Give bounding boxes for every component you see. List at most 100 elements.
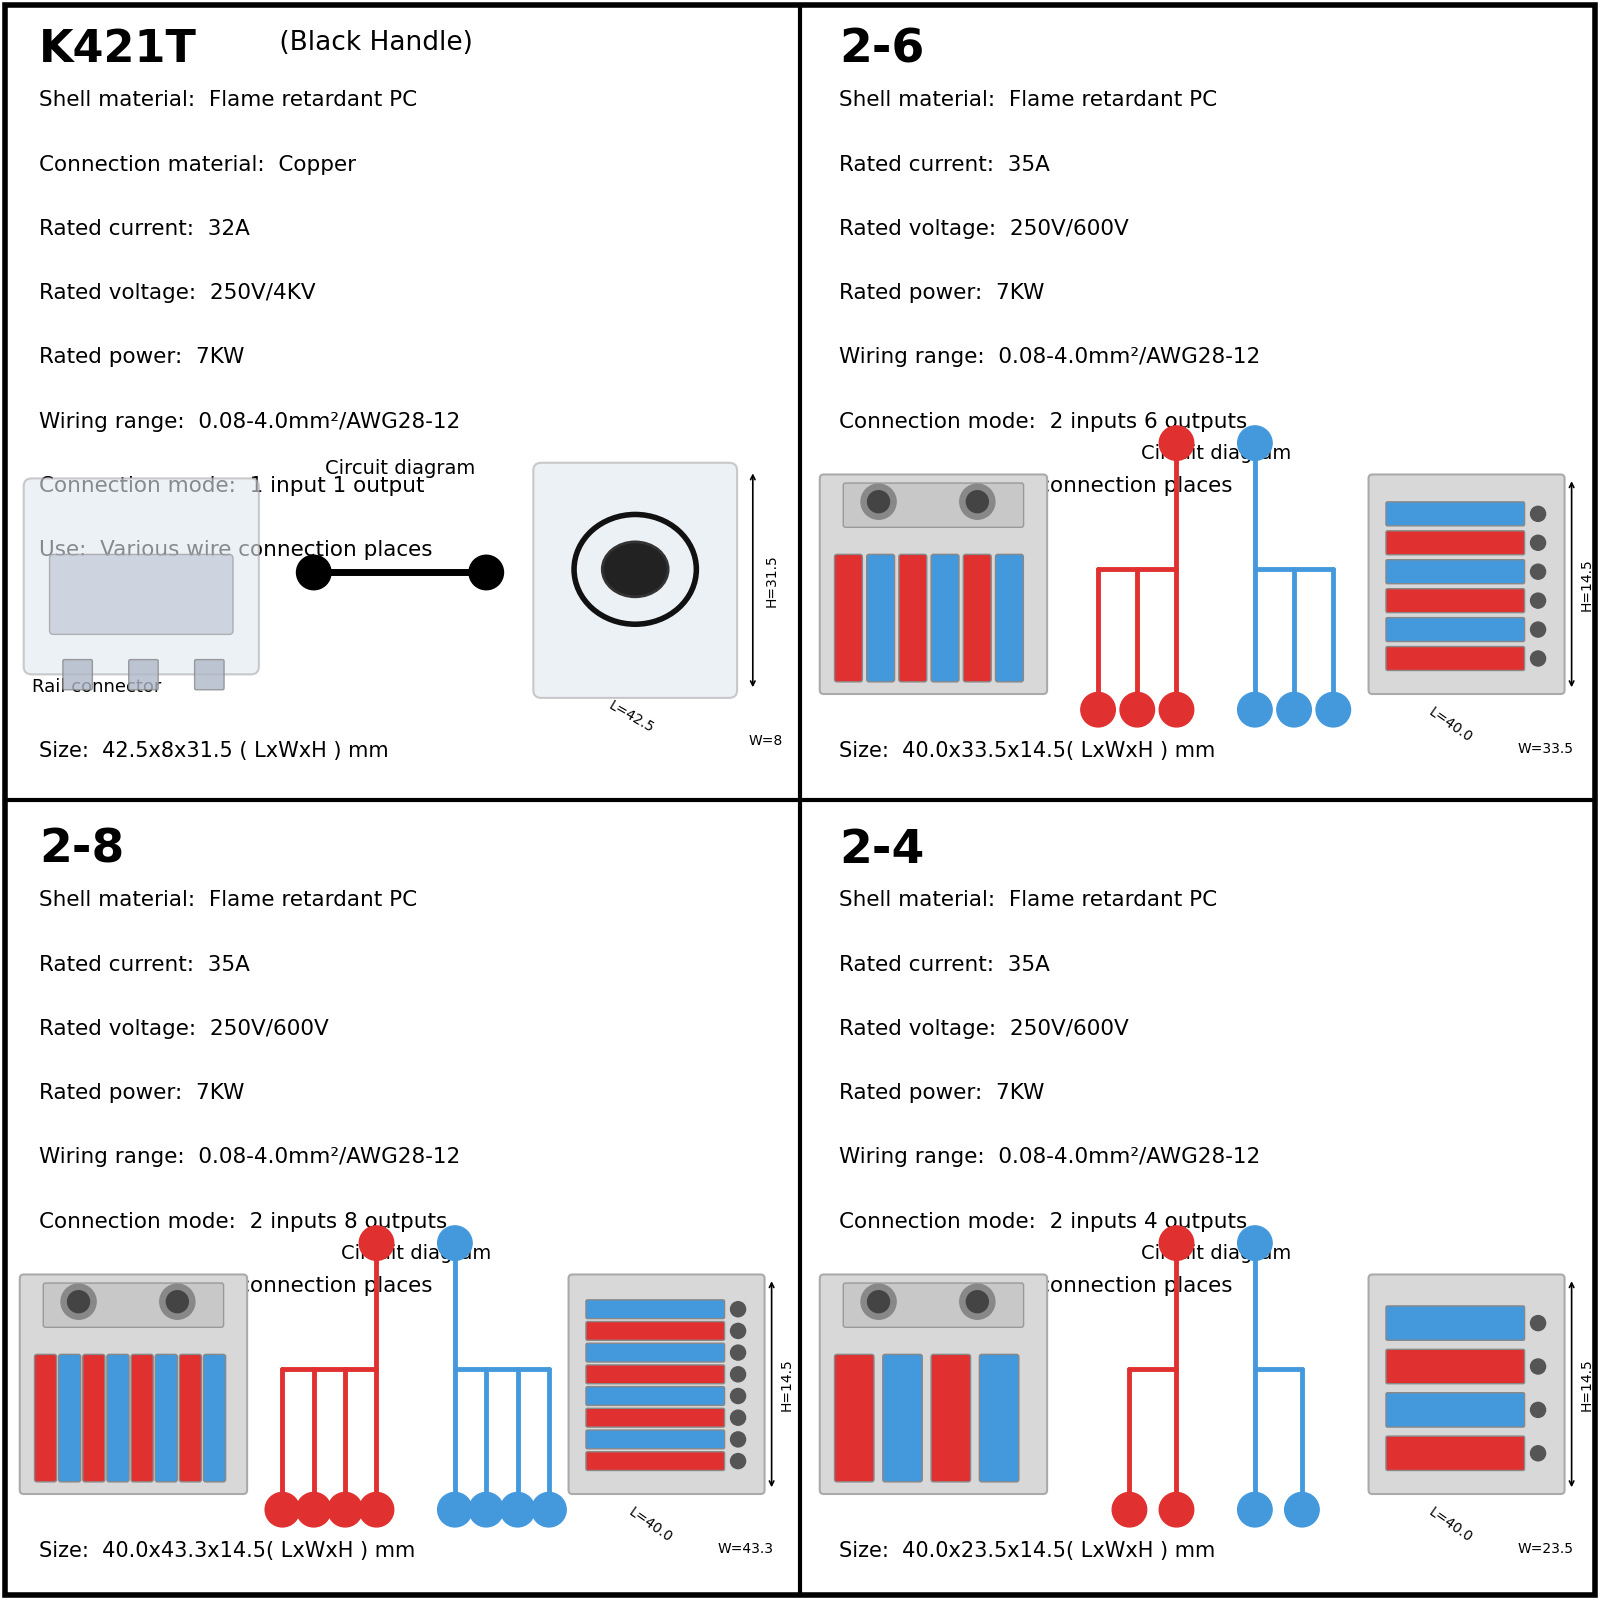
Circle shape (438, 1493, 472, 1526)
Circle shape (731, 1453, 746, 1469)
FancyBboxPatch shape (35, 1354, 56, 1482)
Circle shape (731, 1346, 746, 1360)
Text: H=14.5: H=14.5 (779, 1358, 794, 1411)
Circle shape (966, 491, 989, 512)
FancyBboxPatch shape (867, 554, 894, 682)
Circle shape (296, 555, 331, 590)
Text: Connection material:  Copper: Connection material: Copper (40, 155, 357, 174)
FancyBboxPatch shape (1386, 502, 1525, 526)
Circle shape (1531, 565, 1546, 579)
Text: Connection mode:  1 input 1 output: Connection mode: 1 input 1 output (40, 477, 426, 496)
FancyBboxPatch shape (1386, 589, 1525, 613)
FancyBboxPatch shape (586, 1451, 725, 1470)
FancyBboxPatch shape (931, 554, 958, 682)
Circle shape (1531, 594, 1546, 608)
FancyBboxPatch shape (819, 475, 1046, 694)
Text: W=23.5: W=23.5 (1517, 1542, 1573, 1555)
Circle shape (360, 1226, 394, 1261)
FancyBboxPatch shape (59, 1354, 80, 1482)
FancyBboxPatch shape (979, 1354, 1019, 1482)
Circle shape (1317, 693, 1350, 726)
FancyBboxPatch shape (24, 478, 259, 675)
FancyBboxPatch shape (586, 1365, 725, 1384)
Circle shape (731, 1410, 746, 1426)
Text: L=40.0: L=40.0 (626, 1506, 675, 1546)
Circle shape (731, 1389, 746, 1403)
Text: H=14.5: H=14.5 (1579, 558, 1594, 611)
Text: L=40.0: L=40.0 (1426, 706, 1475, 746)
FancyBboxPatch shape (62, 659, 93, 690)
Circle shape (1531, 651, 1546, 666)
Circle shape (531, 1493, 566, 1526)
Text: Rated voltage:  250V/4KV: Rated voltage: 250V/4KV (40, 283, 315, 302)
Circle shape (731, 1302, 746, 1317)
FancyBboxPatch shape (843, 1283, 1024, 1328)
Text: Circuit diagram: Circuit diagram (325, 459, 475, 478)
Text: Rated power:  7KW: Rated power: 7KW (40, 347, 245, 368)
FancyBboxPatch shape (819, 1275, 1046, 1494)
FancyBboxPatch shape (155, 1354, 178, 1482)
Text: Use:  Various wire connection places: Use: Various wire connection places (40, 541, 434, 560)
FancyBboxPatch shape (195, 659, 224, 690)
Ellipse shape (602, 542, 669, 597)
Circle shape (1531, 1358, 1546, 1374)
FancyBboxPatch shape (131, 1354, 154, 1482)
FancyBboxPatch shape (568, 1275, 765, 1494)
Circle shape (1277, 693, 1312, 726)
Text: Rated power:  7KW: Rated power: 7KW (40, 1083, 245, 1102)
FancyBboxPatch shape (19, 1275, 246, 1494)
FancyBboxPatch shape (843, 483, 1024, 528)
Circle shape (1160, 426, 1194, 461)
Text: Rated voltage:  250V/600V: Rated voltage: 250V/600V (840, 219, 1130, 238)
Text: Rated voltage:  250V/600V: Rated voltage: 250V/600V (840, 1019, 1130, 1038)
FancyBboxPatch shape (995, 554, 1024, 682)
Text: K421T: K421T (40, 27, 197, 70)
FancyBboxPatch shape (533, 462, 738, 698)
FancyBboxPatch shape (899, 554, 926, 682)
Circle shape (966, 1291, 989, 1312)
FancyBboxPatch shape (1386, 1306, 1525, 1341)
Text: Use:  Various wire connection places: Use: Various wire connection places (40, 1277, 434, 1296)
Circle shape (1531, 1315, 1546, 1331)
Circle shape (1112, 1493, 1147, 1526)
Circle shape (1238, 426, 1272, 461)
Circle shape (1238, 1493, 1272, 1526)
Circle shape (67, 1291, 90, 1312)
Text: Rail connector: Rail connector (32, 678, 162, 696)
Text: L=40.0: L=40.0 (1426, 1506, 1475, 1546)
Text: Shell material:  Flame retardant PC: Shell material: Flame retardant PC (40, 890, 418, 910)
FancyBboxPatch shape (1386, 1349, 1525, 1384)
Text: Size:  40.0x23.5x14.5( LxWxH ) mm: Size: 40.0x23.5x14.5( LxWxH ) mm (840, 1541, 1216, 1560)
Circle shape (861, 485, 896, 520)
FancyBboxPatch shape (128, 659, 158, 690)
Circle shape (1531, 622, 1546, 637)
FancyBboxPatch shape (1368, 1275, 1565, 1494)
Text: L=42.5: L=42.5 (606, 699, 656, 736)
Circle shape (960, 485, 995, 520)
FancyBboxPatch shape (883, 1354, 922, 1482)
FancyBboxPatch shape (586, 1408, 725, 1427)
FancyBboxPatch shape (43, 1283, 224, 1328)
Text: Size:  40.0x43.3x14.5( LxWxH ) mm: Size: 40.0x43.3x14.5( LxWxH ) mm (40, 1541, 416, 1560)
Circle shape (1160, 693, 1194, 726)
Text: Circuit diagram: Circuit diagram (1141, 443, 1291, 462)
Circle shape (266, 1493, 299, 1526)
Text: Rated current:  32A: Rated current: 32A (40, 219, 250, 238)
Text: Wiring range:  0.08-4.0mm²/AWG28-12: Wiring range: 0.08-4.0mm²/AWG28-12 (40, 411, 461, 432)
Text: H=14.5: H=14.5 (1579, 1358, 1594, 1411)
Circle shape (328, 1493, 362, 1526)
Circle shape (469, 555, 504, 590)
Text: Wiring range:  0.08-4.0mm²/AWG28-12: Wiring range: 0.08-4.0mm²/AWG28-12 (840, 1147, 1261, 1168)
Text: Size:  42.5x8x31.5 ( LxWxH ) mm: Size: 42.5x8x31.5 ( LxWxH ) mm (40, 741, 389, 760)
Text: Connection mode:  2 inputs 8 outputs: Connection mode: 2 inputs 8 outputs (40, 1211, 448, 1232)
Text: Circuit diagram: Circuit diagram (1141, 1243, 1291, 1262)
Circle shape (1082, 693, 1115, 726)
Circle shape (1531, 1446, 1546, 1461)
Text: Connection mode:  2 inputs 4 outputs: Connection mode: 2 inputs 4 outputs (840, 1211, 1248, 1232)
Circle shape (1120, 693, 1155, 726)
Circle shape (1238, 1226, 1272, 1261)
Text: W=33.5: W=33.5 (1517, 742, 1573, 755)
Text: Use:  Various wire connection places: Use: Various wire connection places (840, 1277, 1234, 1296)
FancyBboxPatch shape (835, 1354, 874, 1482)
Text: 2-8: 2-8 (40, 827, 125, 872)
